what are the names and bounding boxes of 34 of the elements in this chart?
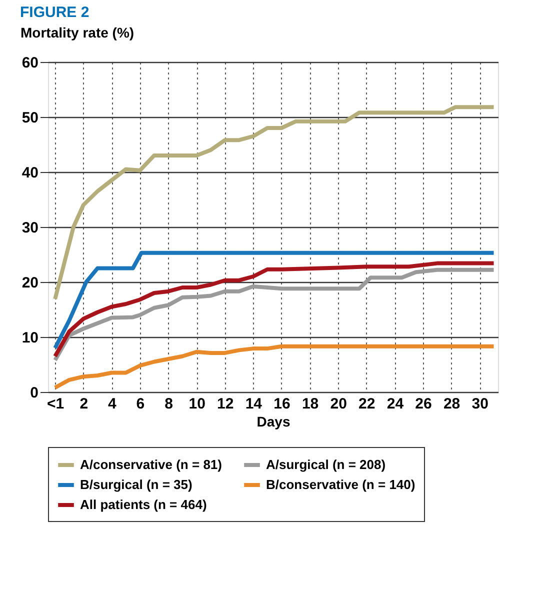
legend-label: A/conservative (n = 81) xyxy=(80,457,222,472)
x-tick-label: 18 xyxy=(302,396,319,412)
x-tick-label: 22 xyxy=(358,396,376,412)
x-tick-label: 6 xyxy=(136,396,145,412)
x-tick-label: 8 xyxy=(164,396,173,412)
legend-label: A/surgical (n = 208) xyxy=(266,457,386,472)
legend-label: B/surgical (n = 35) xyxy=(80,477,192,492)
legend-label: B/conservative (n = 140) xyxy=(266,477,416,492)
x-tick-label: 12 xyxy=(217,396,234,412)
x-tick-label: 14 xyxy=(245,396,263,412)
legend-label: All patients (n = 464) xyxy=(80,497,207,512)
x-tick-label: 28 xyxy=(443,396,460,412)
x-tick-label: 10 xyxy=(188,396,206,412)
chart-title: FIGURE 2 xyxy=(20,4,90,21)
y-axis-title: Mortality rate (%) xyxy=(20,24,134,40)
line-series xyxy=(53,250,496,350)
y-tick-label: 10 xyxy=(22,330,38,346)
x-tick-label: 30 xyxy=(472,396,488,412)
x-tick-label: 20 xyxy=(330,396,347,412)
x-tick-label: 24 xyxy=(386,396,404,412)
x-tick-label: 4 xyxy=(108,396,118,412)
y-tick-label: 0 xyxy=(30,384,38,402)
line-series xyxy=(53,344,496,390)
y-tick-label: 40 xyxy=(22,164,38,182)
line-series xyxy=(53,105,496,302)
y-tick-label: 20 xyxy=(22,274,38,292)
x-axis-title: Days xyxy=(256,414,290,430)
x-tick-label: 26 xyxy=(415,396,432,412)
x-tick-label: <1 xyxy=(47,396,64,412)
y-tick-label: 30 xyxy=(22,220,38,236)
x-tick-label: 16 xyxy=(274,396,290,412)
y-tick-label: 50 xyxy=(22,110,38,126)
x-tick-label: 2 xyxy=(80,396,88,412)
y-tick-label: 60 xyxy=(22,54,38,72)
